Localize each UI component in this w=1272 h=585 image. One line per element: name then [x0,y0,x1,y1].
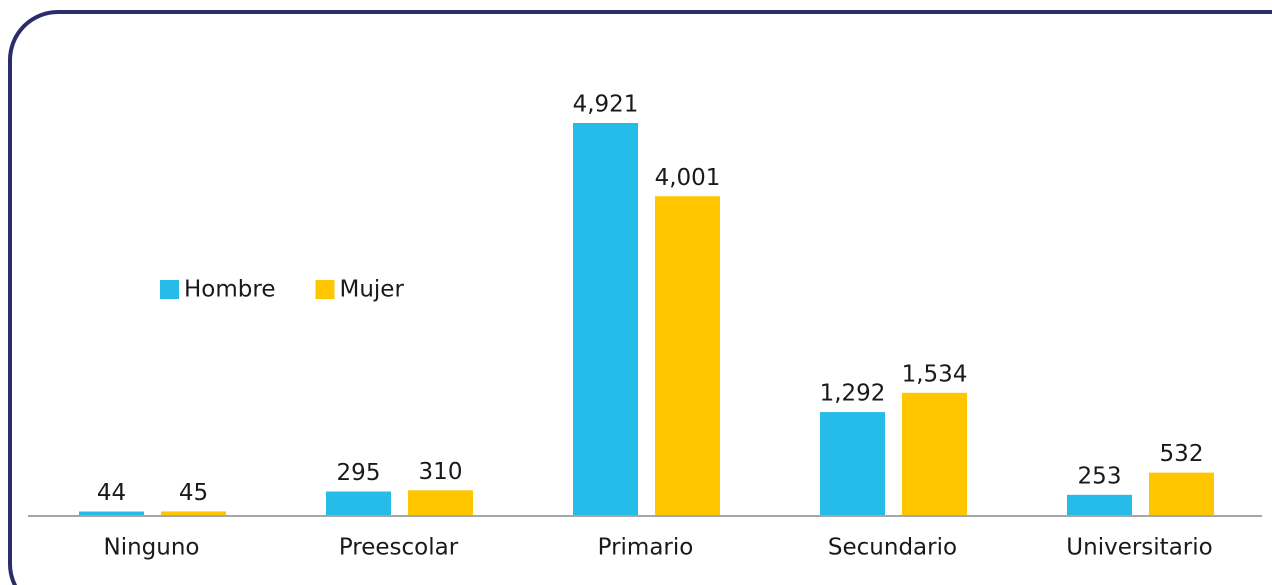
bar [573,123,638,515]
data-label: 45 [179,480,208,506]
x-tick-label: Primario [598,535,694,561]
bar [655,196,720,515]
bar [902,392,967,515]
legend-label: Hombre [184,277,275,303]
data-label: 310 [419,459,463,485]
legend-label: Mujer [339,277,404,303]
data-label: 44 [97,480,126,506]
data-label: 295 [337,460,381,486]
bar [1149,472,1214,515]
x-tick-label: Secundario [828,535,957,561]
legend-swatch [315,280,335,299]
bar [820,412,885,515]
x-tick-label: Ninguno [104,535,200,561]
bar [326,491,391,515]
bar [1067,494,1132,515]
data-label: 4,001 [655,165,721,191]
legend-swatch [160,280,179,299]
data-label: 1,292 [820,381,886,407]
bar [79,511,144,515]
x-tick-label: Preescolar [339,535,459,561]
data-label: 253 [1078,463,1122,489]
bar [161,511,226,515]
data-label: 1,534 [902,361,968,387]
x-tick-label: Universitario [1066,535,1212,561]
data-label: 532 [1160,441,1204,467]
bar [408,490,473,515]
data-label: 4,921 [573,92,639,118]
